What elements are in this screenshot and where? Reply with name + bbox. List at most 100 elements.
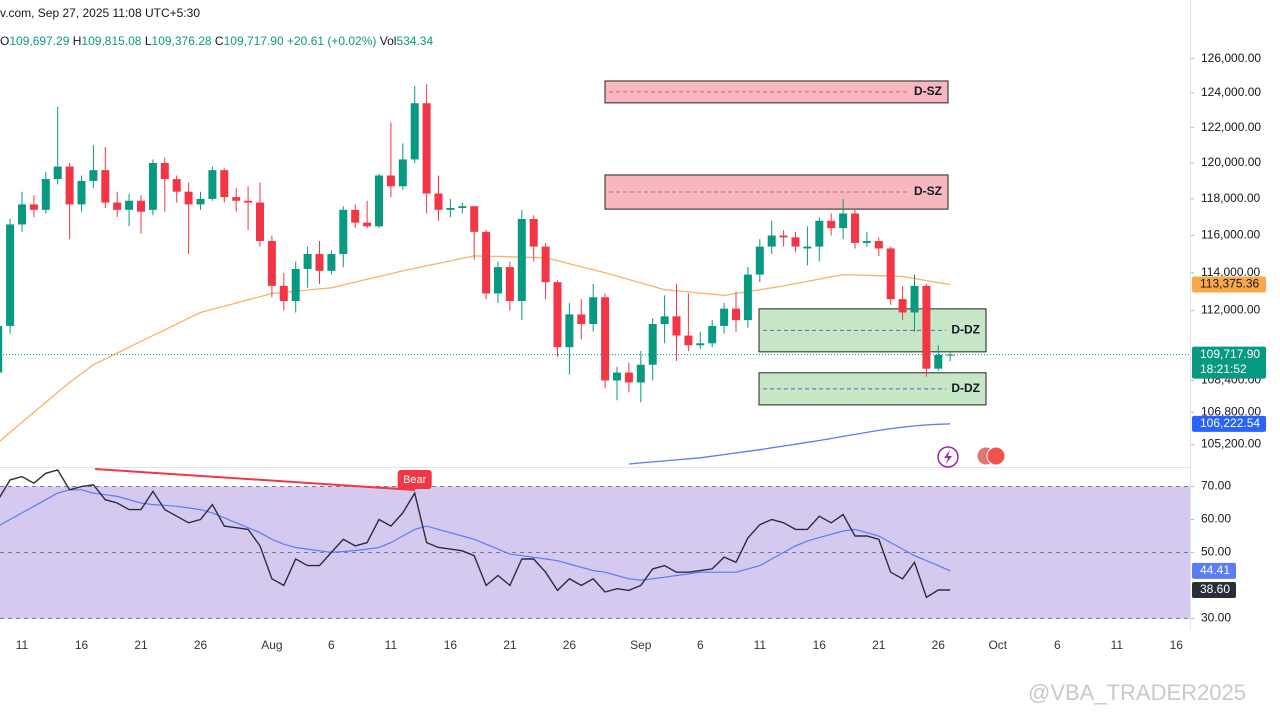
candle-body bbox=[803, 246, 812, 249]
candle-body bbox=[946, 354, 955, 356]
candle-body bbox=[363, 222, 372, 227]
candle-body bbox=[577, 314, 586, 324]
ohlc-line: O109,697.29 H109,815.08 L109,376.28 C109… bbox=[0, 34, 433, 48]
y-tick-label: 70.00 bbox=[1201, 479, 1231, 493]
ohlc-value: 109,815.08 bbox=[81, 34, 142, 48]
rsi-value-box bbox=[1192, 582, 1236, 599]
flag-icon[interactable] bbox=[986, 446, 1006, 466]
candle-body bbox=[660, 316, 669, 324]
candle-body bbox=[53, 166, 62, 180]
candle-body bbox=[89, 170, 98, 181]
candle-body bbox=[18, 204, 26, 225]
candle-body bbox=[398, 159, 407, 187]
candle-body bbox=[624, 372, 633, 383]
candle-body bbox=[470, 206, 479, 232]
x-tick-label: Oct bbox=[988, 638, 1007, 652]
x-tick-label: 16 bbox=[1170, 638, 1184, 652]
x-tick-label: Sep bbox=[630, 638, 652, 652]
candle-body bbox=[279, 285, 288, 302]
candle-body bbox=[386, 175, 395, 187]
price-label-box bbox=[1192, 276, 1266, 293]
candle-body bbox=[672, 316, 681, 336]
candle-body bbox=[851, 213, 859, 243]
zone-label: D-SZ bbox=[914, 84, 942, 98]
y-tick-label: 120,000.00 bbox=[1201, 155, 1261, 169]
y-tick-label: 60.00 bbox=[1201, 512, 1231, 526]
y-tick-label: 105,200.00 bbox=[1201, 437, 1261, 451]
candle-body bbox=[196, 198, 205, 205]
candle-body bbox=[0, 325, 3, 373]
rsi-pane bbox=[0, 469, 1190, 619]
candle-body bbox=[720, 308, 729, 326]
candle-body bbox=[291, 268, 300, 302]
candle-body bbox=[208, 170, 217, 199]
x-tick-label: 11 bbox=[16, 638, 29, 652]
y-tick-label: 112,000.00 bbox=[1201, 303, 1260, 317]
rsi-value-label: 44.41 bbox=[1200, 563, 1230, 577]
candle-body bbox=[113, 202, 122, 210]
candle-body bbox=[613, 372, 621, 381]
ohlc-key: L bbox=[144, 34, 152, 48]
candle-body bbox=[553, 282, 562, 348]
rsi-value-label: 38.60 bbox=[1200, 582, 1230, 596]
candle-body bbox=[232, 197, 241, 201]
candle-body bbox=[755, 246, 764, 275]
y-tick-label: 118,000.00 bbox=[1201, 191, 1260, 205]
candle-body bbox=[886, 248, 895, 300]
ohlc-value: 109,697.29 bbox=[9, 34, 70, 48]
x-tick-label: 11 bbox=[754, 638, 767, 652]
candle-body bbox=[77, 180, 86, 205]
candle-body bbox=[708, 325, 717, 344]
candle-body bbox=[244, 200, 253, 203]
candle-body bbox=[29, 204, 38, 210]
zone-label: D-DZ bbox=[951, 323, 980, 337]
y-tick-label: 30.00 bbox=[1201, 611, 1231, 625]
ohlc-key: H bbox=[72, 34, 82, 48]
price-label: 109,717.90 bbox=[1200, 347, 1260, 361]
x-tick-label: 11 bbox=[1111, 638, 1124, 652]
zone-label: D-DZ bbox=[951, 381, 980, 395]
annotation-box bbox=[397, 470, 432, 489]
candle-body bbox=[172, 179, 181, 192]
y-tick-label: 124,000.00 bbox=[1201, 85, 1261, 99]
x-tick-label: 21 bbox=[503, 638, 517, 652]
price-label-box bbox=[1192, 346, 1266, 379]
candle-body bbox=[303, 254, 312, 269]
candle-body bbox=[184, 191, 193, 205]
candle-body bbox=[648, 323, 657, 365]
candle-body bbox=[684, 335, 693, 346]
y-tick-label: 126,000.00 bbox=[1201, 51, 1261, 65]
rsi-value-box bbox=[1192, 562, 1236, 579]
candle-body bbox=[375, 175, 383, 227]
candle-body bbox=[267, 241, 276, 286]
candle-body bbox=[434, 193, 443, 210]
moving-average bbox=[628, 423, 951, 465]
candle-body bbox=[874, 241, 883, 249]
x-tick-label: 21 bbox=[872, 638, 886, 652]
candle-body bbox=[589, 297, 598, 324]
candle-body bbox=[791, 237, 800, 247]
change: +20.61 (+0.02%) bbox=[287, 34, 377, 48]
candle-body bbox=[934, 354, 943, 369]
candle-body bbox=[351, 209, 360, 223]
y-tick-label: 122,000.00 bbox=[1201, 120, 1261, 134]
candle-body bbox=[565, 314, 574, 348]
zone bbox=[758, 372, 987, 406]
lightning bbox=[944, 450, 952, 464]
price-label: 106,222.54 bbox=[1200, 416, 1260, 430]
candle-body bbox=[827, 220, 836, 229]
ohlc-value: 109,717.90 bbox=[223, 34, 284, 48]
candle-body bbox=[767, 235, 776, 247]
candle-body bbox=[696, 343, 705, 346]
candle-body bbox=[601, 297, 610, 381]
y-tick-label: 114,000.00 bbox=[1201, 265, 1260, 279]
candle-body bbox=[65, 166, 74, 205]
candle-body bbox=[505, 267, 514, 302]
candle-body bbox=[6, 224, 15, 326]
watermark: @VBA_TRADER2025 bbox=[1028, 680, 1246, 705]
vol-key: Vol bbox=[379, 34, 397, 48]
candle-body bbox=[541, 246, 550, 283]
zone bbox=[758, 308, 987, 353]
x-tick-label: 21 bbox=[134, 638, 148, 652]
candle-body bbox=[220, 170, 229, 198]
